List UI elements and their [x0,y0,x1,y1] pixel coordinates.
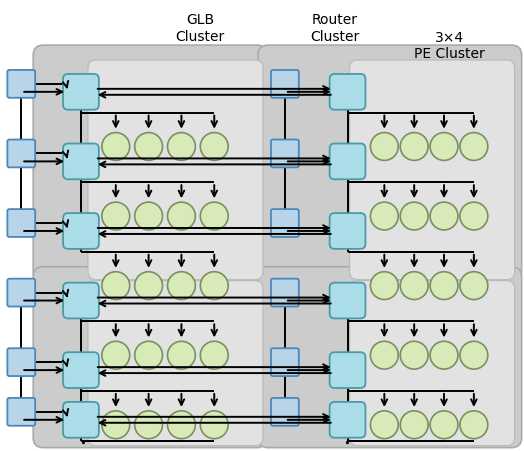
Text: 3×4
PE Cluster: 3×4 PE Cluster [413,31,484,61]
Circle shape [400,133,428,161]
Circle shape [102,202,130,230]
FancyBboxPatch shape [63,283,99,319]
Circle shape [400,272,428,300]
Circle shape [400,202,428,230]
FancyBboxPatch shape [7,279,35,307]
Circle shape [200,133,228,161]
Circle shape [200,411,228,439]
Text: ⋮: ⋮ [335,422,360,446]
Circle shape [200,341,228,369]
FancyBboxPatch shape [271,210,299,237]
FancyBboxPatch shape [271,140,299,168]
Circle shape [168,411,195,439]
Circle shape [135,133,162,161]
Circle shape [135,411,162,439]
Circle shape [460,411,488,439]
Circle shape [370,133,398,161]
Circle shape [168,341,195,369]
Circle shape [430,341,458,369]
Circle shape [460,272,488,300]
Circle shape [135,341,162,369]
FancyBboxPatch shape [7,140,35,168]
FancyBboxPatch shape [63,352,99,388]
FancyBboxPatch shape [63,75,99,110]
Circle shape [168,202,195,230]
FancyBboxPatch shape [63,402,99,438]
FancyBboxPatch shape [63,214,99,249]
FancyBboxPatch shape [88,281,263,446]
FancyBboxPatch shape [330,75,365,110]
Circle shape [102,133,130,161]
Circle shape [460,133,488,161]
Circle shape [200,272,228,300]
FancyBboxPatch shape [271,349,299,376]
FancyBboxPatch shape [330,352,365,388]
FancyBboxPatch shape [33,267,267,448]
Text: Router
Cluster: Router Cluster [310,13,359,43]
FancyBboxPatch shape [271,279,299,307]
FancyBboxPatch shape [258,46,521,282]
Circle shape [460,341,488,369]
FancyBboxPatch shape [258,267,521,448]
FancyBboxPatch shape [330,214,365,249]
FancyBboxPatch shape [330,283,365,319]
Circle shape [102,272,130,300]
FancyBboxPatch shape [7,398,35,426]
Circle shape [370,411,398,439]
FancyBboxPatch shape [330,144,365,180]
Circle shape [370,341,398,369]
Circle shape [430,133,458,161]
Circle shape [370,272,398,300]
FancyBboxPatch shape [88,61,263,280]
FancyBboxPatch shape [63,144,99,180]
FancyBboxPatch shape [271,71,299,99]
Circle shape [400,411,428,439]
Circle shape [460,202,488,230]
FancyBboxPatch shape [350,61,515,280]
FancyBboxPatch shape [350,281,515,446]
Circle shape [135,272,162,300]
Circle shape [168,272,195,300]
FancyBboxPatch shape [7,210,35,237]
FancyBboxPatch shape [7,71,35,99]
Circle shape [102,341,130,369]
FancyBboxPatch shape [330,402,365,438]
Circle shape [102,411,130,439]
Circle shape [168,133,195,161]
FancyBboxPatch shape [7,349,35,376]
FancyBboxPatch shape [271,398,299,426]
FancyBboxPatch shape [33,46,267,282]
Circle shape [400,341,428,369]
Text: ⋮: ⋮ [70,422,95,446]
Circle shape [430,272,458,300]
Circle shape [430,411,458,439]
Circle shape [200,202,228,230]
Circle shape [135,202,162,230]
Text: GLB
Cluster: GLB Cluster [176,13,225,43]
Circle shape [430,202,458,230]
Circle shape [370,202,398,230]
